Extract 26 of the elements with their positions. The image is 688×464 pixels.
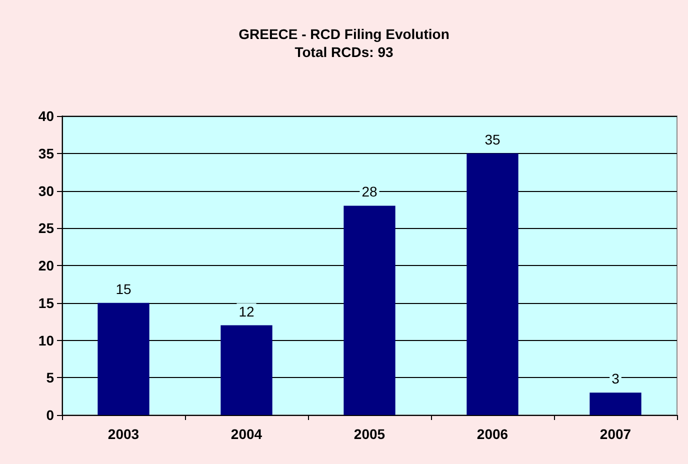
x-tick-label: 2005 [354,426,386,442]
data-label: 12 [238,303,254,320]
chart-subtitle: Total RCDs: 93 [294,44,394,60]
y-tick-label: 5 [46,370,54,386]
bar [466,153,518,415]
bar [590,392,642,415]
data-label: 28 [362,184,378,200]
y-tick-label: 40 [38,108,54,124]
bar [220,325,272,415]
y-tick-label: 30 [38,182,54,199]
y-tick-label: 15 [38,294,54,311]
y-tick-label: 35 [38,145,54,162]
bar [344,206,396,415]
y-tick-label: 25 [38,220,54,236]
data-label: 35 [484,131,500,148]
x-tick-label: 2004 [230,426,262,442]
y-tick-label: 20 [38,258,54,274]
bar [98,302,150,415]
y-tick-label: 10 [38,332,54,348]
x-tick-label: 2006 [476,426,508,442]
data-label: 15 [116,280,132,297]
chart-title: GREECE - RCD Filing Evolution [238,26,450,42]
y-tick-label: 0 [46,407,54,423]
x-tick-label: 2007 [600,426,632,442]
x-tick-label: 2003 [108,426,140,442]
data-label: 3 [612,370,620,387]
